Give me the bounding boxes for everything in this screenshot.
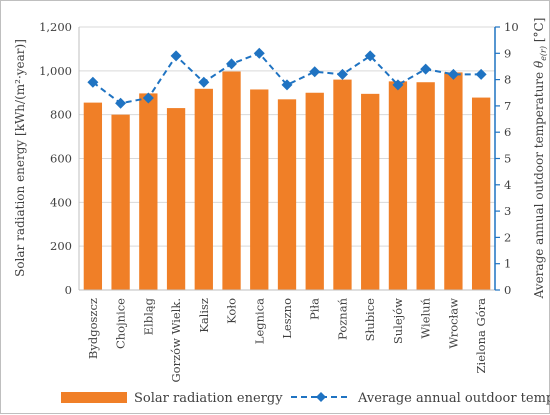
right-axis-title-main: Average annual outdoor temperature (532, 68, 546, 299)
right-axis-title-subscript: e(r) (539, 46, 548, 61)
category-label: Zielona Góra (474, 298, 488, 374)
right-tick-label: 5 (504, 152, 511, 166)
left-tick-label: 400 (50, 195, 72, 209)
category-label: Sulejów (391, 298, 405, 344)
temperature-series (87, 47, 487, 109)
category-label: Koło (225, 298, 239, 324)
left-tick-label: 0 (65, 283, 72, 297)
right-tick-label: 6 (504, 125, 511, 139)
right-tick-label: 10 (504, 20, 519, 34)
right-tick-label: 8 (504, 73, 511, 87)
left-axis-ticks: 0 200 400 600 800 1,000 1,200 (39, 20, 72, 297)
bar-solar-radiation (388, 81, 408, 290)
right-tick-label: 2 (504, 230, 511, 244)
temperature-point (364, 50, 376, 62)
temperature-point (115, 97, 127, 109)
temperature-point (281, 79, 293, 91)
category-label: Wieluń (419, 297, 433, 338)
temperature-point (253, 47, 265, 59)
temperature-point (142, 92, 154, 104)
right-tick-label: 4 (504, 178, 511, 192)
legend-label-solar: Solar radiation energy (134, 391, 283, 406)
category-label: Piła (308, 298, 322, 320)
bars (83, 71, 491, 291)
temperature-point (226, 58, 238, 70)
category-label: Chojnice (114, 298, 128, 349)
bar-solar-radiation (222, 71, 241, 290)
temperature-point (87, 76, 99, 88)
temperature-point (475, 68, 487, 80)
category-label: Leszno (280, 298, 294, 339)
category-labels: Bydgoszcz Chojnice Elbląg Gorzów Wielk. Kali… (86, 297, 488, 382)
bar-solar-radiation (416, 82, 435, 290)
right-axis-title-unit: [°C] (532, 18, 546, 46)
left-tick-label: 800 (50, 108, 72, 122)
category-label: Poznań (335, 297, 349, 340)
legend: Solar radiation energy Average annual ou… (61, 391, 550, 406)
bar-solar-radiation (305, 92, 324, 290)
legend-marker-temperature (316, 392, 326, 402)
category-label: Legnica (252, 298, 266, 344)
right-tick-label: 7 (504, 99, 511, 113)
legend-label-temperature: Average annual outdoor temperature (357, 391, 550, 406)
category-label: Bydgoszcz (86, 298, 100, 359)
right-axis-title: Average annual outdoor temperature θe(r)… (532, 18, 548, 300)
bar-solar-radiation (166, 108, 186, 290)
right-tick-label: 3 (504, 204, 511, 218)
bar-solar-radiation (444, 72, 463, 291)
right-tick-label: 9 (504, 46, 511, 60)
left-tick-label: 1,000 (39, 64, 72, 78)
category-label: Elbląg (141, 297, 155, 335)
temperature-point (309, 66, 321, 78)
bar-solar-radiation (471, 97, 491, 291)
temperature-point (447, 68, 459, 80)
legend-swatch-solar (61, 392, 127, 403)
temperature-point (198, 76, 210, 88)
bar-solar-radiation (333, 79, 352, 290)
left-tick-label: 600 (50, 152, 72, 166)
right-tick-label: 0 (504, 283, 511, 297)
temperature-point (170, 50, 182, 62)
bar-solar-radiation (83, 102, 103, 290)
category-label: Kalisz (197, 298, 211, 333)
bar-solar-radiation (277, 99, 297, 290)
bar-solar-radiation (139, 93, 158, 290)
bar-solar-radiation (111, 114, 130, 291)
temperature-point (392, 79, 404, 91)
bar-solar-radiation (361, 93, 380, 291)
category-label: Wrocław (446, 298, 460, 349)
temperature-point (420, 63, 432, 75)
left-tick-label: 200 (50, 239, 72, 253)
category-label: Gorzów Wielk. (169, 298, 183, 383)
category-label: Słubice (363, 298, 377, 341)
left-axis-title: Solar radiation energy [kWh/(m²·year)] (13, 39, 27, 277)
temperature-point (336, 68, 348, 80)
left-tick-label: 1,200 (39, 20, 72, 34)
right-axis-title-symbol: θ (532, 60, 546, 68)
right-tick-label: 1 (504, 257, 511, 271)
right-axis-ticks: 0 1 2 3 4 5 6 7 8 9 10 (495, 20, 519, 297)
bar-solar-radiation (194, 88, 213, 291)
bar-solar-radiation (250, 89, 269, 291)
